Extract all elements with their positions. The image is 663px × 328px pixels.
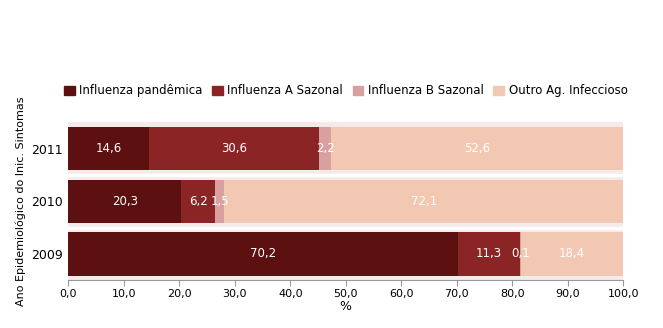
Text: 20,3: 20,3 <box>111 195 138 208</box>
Text: 2,2: 2,2 <box>316 142 335 155</box>
Text: 30,6: 30,6 <box>221 142 247 155</box>
Legend: Influenza pandêmica, Influenza A Sazonal, Influenza B Sazonal, Outro Ag. Infecci: Influenza pandêmica, Influenza A Sazonal… <box>64 84 628 97</box>
Bar <box>457 233 520 276</box>
Text: 52,6: 52,6 <box>464 142 490 155</box>
Text: 14,6: 14,6 <box>95 142 122 155</box>
Text: 11,3: 11,3 <box>476 247 502 260</box>
Text: 70,2: 70,2 <box>250 247 276 260</box>
X-axis label: %: % <box>339 300 352 313</box>
Y-axis label: Ano Epidemiológico do Inic. Sintomas: Ano Epidemiológico do Inic. Sintomas <box>15 97 25 306</box>
Bar <box>68 180 181 223</box>
Bar <box>319 127 332 170</box>
Bar <box>68 127 149 170</box>
Text: 6,2: 6,2 <box>189 195 208 208</box>
Bar <box>149 127 319 170</box>
Text: 72,1: 72,1 <box>410 195 437 208</box>
Bar <box>181 180 215 223</box>
Bar <box>223 180 624 223</box>
Text: 18,4: 18,4 <box>559 247 585 260</box>
Bar <box>521 233 623 276</box>
Bar <box>215 180 223 223</box>
Bar <box>332 127 623 170</box>
Text: 1,5: 1,5 <box>210 195 229 208</box>
Bar <box>68 233 457 276</box>
Text: 0,1: 0,1 <box>511 247 530 260</box>
